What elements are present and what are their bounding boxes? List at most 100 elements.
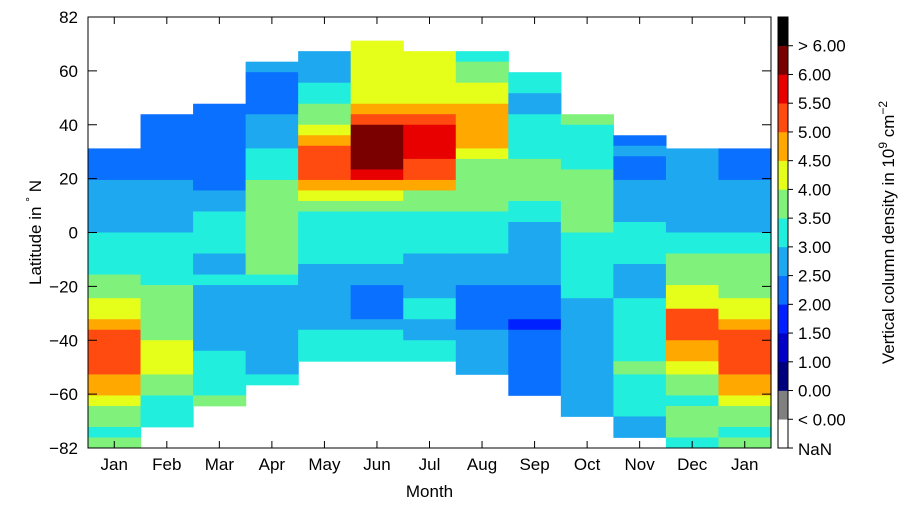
y-tick-label-2: 40: [59, 116, 78, 135]
heatmap-cell-jan-0-1: [88, 179, 142, 233]
heatmap-cell-aug-7-8: [455, 285, 509, 331]
heatmap-cell-may-4-1: [298, 82, 352, 105]
y-tick-label-8: −82: [49, 439, 78, 458]
heatmap-cell-jul-6-8: [403, 253, 457, 299]
heatmap-cell-jun-5-11: [350, 319, 404, 331]
colorbar-label-main: Vertical column density in 10: [879, 149, 898, 364]
heatmap-cell-nov-10-6: [613, 298, 667, 362]
heatmap-cell-jun-5-9: [350, 264, 404, 286]
heatmap-cell-may-4-12: [298, 329, 352, 362]
heatmap-cell-dec-11-7: [665, 374, 720, 396]
colorbar-label-9: 4.00: [798, 180, 831, 199]
colorbar-swatch-11: [778, 103, 788, 133]
heatmap-cell-may-4-4: [298, 135, 352, 147]
heatmap-cell-oct-9-0: [560, 114, 614, 126]
heatmap-cell-mar-2-4: [193, 274, 247, 286]
colorbar-swatch-14: [778, 17, 788, 47]
heatmap-cell-oct-9-2: [560, 169, 614, 233]
heatmap-cell-jul-6-10: [403, 319, 457, 341]
heatmap-cell-mar-2-0: [193, 103, 247, 191]
x-tick-label-3: Apr: [259, 455, 286, 474]
heatmap-cell-nov-10-3: [613, 179, 667, 223]
heatmap-cell-dec-11-5: [665, 340, 720, 362]
x-tick-label-6: Jul: [419, 455, 441, 474]
heatmap-cell-jul-6-9: [403, 298, 457, 320]
heatmap-cell-jun-5-6: [350, 190, 404, 202]
heatmap-cell-jan-0-9: [88, 405, 142, 428]
heatmap-cell-apr-3-6: [245, 285, 299, 375]
x-tick-label-8: Sep: [519, 455, 549, 474]
y-tick-label-7: −60: [49, 385, 78, 404]
heatmap-cell-feb-1-6: [140, 395, 194, 428]
x-tick-label-1: Feb: [152, 455, 181, 474]
heatmap-cell-jan-12-0: [718, 148, 772, 181]
colorbar-swatch-12: [778, 74, 788, 104]
heatmap-cell-jan-12-2: [718, 232, 772, 254]
heatmap-cell-dec-11-6: [665, 361, 720, 375]
heatmap-cell-jul-6-7: [403, 211, 457, 254]
heatmap-cell-apr-3-0: [245, 61, 299, 73]
heatmap-cell-sep-8-2: [508, 114, 562, 160]
colorbar-label-1: < 0.00: [798, 410, 846, 429]
colorbar-swatch-0: [778, 419, 788, 449]
heatmap-cell-jan-0-2: [88, 232, 142, 275]
heatmap-cell-jun-5-2: [350, 114, 404, 126]
x-tick-label-9: Oct: [574, 455, 601, 474]
x-tick-label-12: Jan: [731, 455, 758, 474]
heatmap-cell-nov-10-4: [613, 221, 667, 265]
heatmap-cell-jan-12-9: [718, 405, 772, 428]
colorbar-label-13: 6.00: [798, 65, 831, 84]
heatmap-cell-jun-5-5: [350, 179, 404, 191]
x-tick-label-7: Aug: [467, 455, 497, 474]
heatmap-cell-jul-6-1: [403, 103, 457, 115]
colorbar-swatch-6: [778, 246, 788, 276]
heatmap-cell-may-4-7: [298, 190, 352, 202]
colorbar-swatch-10: [778, 131, 788, 161]
heatmap-cell-aug-7-7: [455, 253, 509, 286]
heatmap-cell-may-4-8: [298, 200, 352, 212]
heatmap-cell-jan-12-8: [718, 395, 772, 407]
heatmap-cells: [88, 40, 772, 449]
heatmap-cell-oct-9-1: [560, 124, 614, 170]
heatmap-cell-nov-10-0: [613, 135, 667, 147]
colorbar-label-exp1: 9: [876, 142, 890, 149]
y-tick-label-3: 20: [59, 170, 78, 189]
heatmap-cell-aug-7-2: [455, 82, 509, 105]
colorbar-label-12: 5.50: [798, 94, 831, 113]
heatmap-cell-oct-9-3: [560, 232, 614, 299]
heatmap-cell-sep-8-3: [508, 158, 562, 202]
heatmap-cell-apr-3-5: [245, 274, 299, 286]
heatmap-cell-jan-0-8: [88, 395, 142, 407]
colorbar-label-10: 4.50: [798, 152, 831, 171]
heatmap-cell-may-4-6: [298, 179, 352, 191]
x-tick-label-2: Mar: [205, 455, 235, 474]
heatmap-cell-jul-6-4: [403, 158, 457, 181]
heatmap-cell-aug-7-9: [455, 329, 509, 375]
heatmap-cell-apr-3-2: [245, 114, 299, 149]
heatmap-cell-jun-5-7: [350, 200, 404, 212]
heatmap-cell-may-4-10: [298, 221, 352, 265]
heatmap-cell-sep-8-7: [508, 319, 562, 331]
heatmap-cell-jul-6-3: [403, 124, 457, 160]
heatmap-cell-sep-8-6: [508, 285, 562, 320]
heatmap-cell-may-4-2: [298, 103, 352, 126]
heatmap-cell-jan-0-10: [88, 426, 142, 438]
colorbar-label-mid: cm: [879, 115, 898, 142]
heatmap-cell-jun-5-8: [350, 211, 404, 265]
heatmap-cell-jan-0-5: [88, 319, 142, 331]
heatmap-cell-oct-9-4: [560, 298, 614, 417]
heatmap-cell-aug-7-0: [455, 51, 509, 63]
heatmap-cell-jan-12-10: [718, 426, 772, 438]
heatmap-cell-may-4-9: [298, 211, 352, 223]
heatmap-cell-mar-2-2: [193, 211, 247, 254]
heatmap-cell-dec-11-4: [665, 308, 720, 341]
heatmap-cell-mar-2-3: [193, 253, 247, 275]
heatmap-cell-feb-1-0: [140, 114, 194, 181]
y-tick-label-5: −20: [49, 277, 78, 296]
y-tick-label-1: 60: [59, 62, 78, 81]
colorbar-label-4: 1.50: [798, 324, 831, 343]
y-axis-label: Latitude in ° N: [23, 180, 45, 285]
heatmap-cell-dec-11-3: [665, 285, 720, 310]
heatmap-cell-apr-3-3: [245, 148, 299, 181]
